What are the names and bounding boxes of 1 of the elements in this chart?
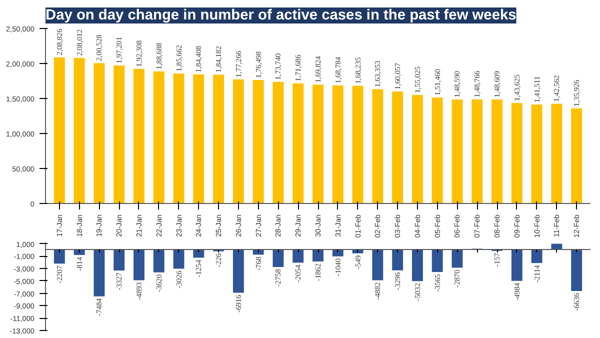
chart-title: Day on day change in number of active cases in the past few weeks [46,8,516,24]
